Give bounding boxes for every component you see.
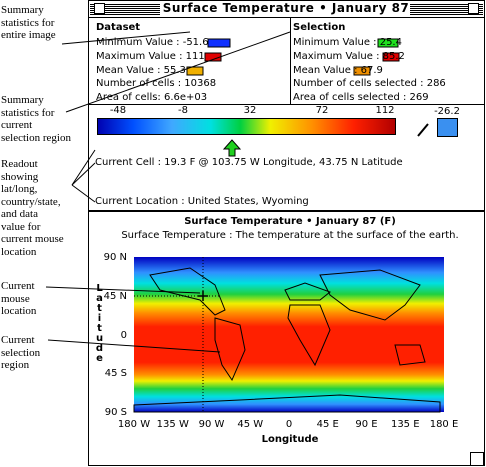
colorbar-tick-label: 112 xyxy=(375,105,395,116)
temperature-map[interactable] xyxy=(134,257,444,412)
colorbar-tick-label: -8 xyxy=(178,105,188,116)
x-tick-label: 0 xyxy=(285,419,293,430)
annotation: mouse xyxy=(1,292,30,305)
y-tick-label: 45 S xyxy=(104,368,127,380)
leader-line xyxy=(45,286,201,294)
annotation: Readout xyxy=(1,158,38,170)
stat-row: Maximum Value : 85.2 xyxy=(293,50,405,62)
x-tick-label: 90 E xyxy=(355,419,378,430)
section-heading: Selection xyxy=(293,22,346,33)
annotation: selection region xyxy=(1,131,71,144)
stat-row: Minimum Value : 25.4 xyxy=(293,37,402,48)
current-cell: Current Cell : 19.3 F @ 103.75 W Longitu… xyxy=(95,157,403,168)
x-tick-label: 90 W xyxy=(198,419,225,430)
section-heading: Dataset xyxy=(96,22,141,33)
y-tick-label: 45 N xyxy=(103,290,127,302)
annotation: Summary xyxy=(1,4,44,16)
leader-line xyxy=(61,31,191,45)
leader-line xyxy=(71,162,96,186)
y-tick-label: 0 xyxy=(120,329,127,341)
leader-line xyxy=(65,31,291,113)
value-swatch xyxy=(437,118,458,137)
x-tick-label: 135 W xyxy=(156,419,189,430)
x-tick-label: 45 E xyxy=(316,419,339,430)
grow-box[interactable] xyxy=(470,452,484,466)
annotation: region xyxy=(1,359,30,371)
annotation: current xyxy=(1,119,33,131)
stat-row: Mean Value : 55.3 xyxy=(96,64,186,76)
swatch xyxy=(377,38,399,48)
swatch xyxy=(186,66,204,76)
color-bar[interactable] xyxy=(97,118,396,135)
stat-row: Minimum Value : -51.6 xyxy=(96,37,209,48)
annotation: Summary xyxy=(1,94,44,106)
y-tick-label: 90 N xyxy=(103,252,127,263)
y-axis-label: Latitude xyxy=(94,283,105,363)
x-tick-label: 45 W xyxy=(237,419,264,430)
stat-row: Area of cells selected : 269 xyxy=(293,92,429,104)
annotation: location xyxy=(1,245,37,258)
leader-line xyxy=(71,184,96,203)
annotation: Current xyxy=(1,334,35,346)
annotation: and data xyxy=(1,208,38,220)
x-tick-label: 180 W xyxy=(117,419,151,430)
leader-lines xyxy=(45,31,291,353)
map-title: Surface Temperature • January 87 (F) xyxy=(184,216,396,227)
colorbar-tick-label: -48 xyxy=(109,105,127,116)
colorbar-tick-label: 32 xyxy=(243,105,257,116)
stat-row: Maximum Value : 111 xyxy=(96,50,205,62)
window-title: Surface Temperature • January 87 xyxy=(162,1,410,15)
zoom-box[interactable] xyxy=(468,3,479,14)
x-tick-label: 135 E xyxy=(390,419,420,430)
mouse-cursor xyxy=(198,291,208,301)
stat-row: Area of cells: 6.6e+03 xyxy=(96,92,208,104)
close-box[interactable] xyxy=(94,3,105,14)
annotation: lat/long, xyxy=(1,183,38,195)
map-subtitle: Surface Temperature : The temperature at… xyxy=(121,230,459,241)
annotation: Current xyxy=(1,280,35,292)
x-tick-label: 180 E xyxy=(429,419,459,430)
title-bg xyxy=(160,1,410,17)
x-axis-label: Longitude xyxy=(261,434,319,445)
stat-row: Number of cells : 10368 xyxy=(96,78,217,90)
eyedropper-icon[interactable] xyxy=(417,123,429,137)
annotation: statistics for xyxy=(1,106,55,119)
annotation: location xyxy=(1,305,37,317)
stat-row: Number of cells selected : 286 xyxy=(293,78,446,90)
annotation: country/state, xyxy=(1,195,61,208)
leader-line xyxy=(71,149,96,186)
annotation: selection xyxy=(1,346,41,359)
y-tick-label: 90 S xyxy=(104,407,127,418)
swatch xyxy=(353,66,371,76)
colorbar-tick-label: 72 xyxy=(315,105,329,116)
swatch xyxy=(382,52,400,62)
stat-row: Mean Value : 67.9 xyxy=(293,64,383,76)
leader-line xyxy=(47,339,221,353)
swatch xyxy=(207,38,231,48)
annotation: value for xyxy=(1,220,41,233)
annotation: showing xyxy=(1,170,39,183)
annotation: current mouse xyxy=(1,233,64,245)
annotation: statistics for xyxy=(1,16,55,29)
coastlines xyxy=(133,267,441,413)
annotation: entire image xyxy=(1,29,56,41)
current-location: Current Location : United States, Wyomin… xyxy=(95,196,309,207)
value-pointer xyxy=(222,139,242,157)
swatch-value: -26.2 xyxy=(434,106,460,117)
